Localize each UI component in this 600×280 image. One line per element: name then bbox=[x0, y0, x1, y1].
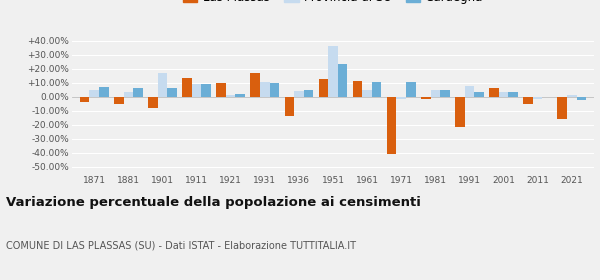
Bar bbox=[464, 86, 474, 97]
Bar bbox=[508, 92, 518, 97]
Bar bbox=[99, 87, 109, 97]
Bar bbox=[387, 97, 397, 154]
Bar bbox=[533, 97, 542, 99]
Bar bbox=[269, 83, 279, 97]
Bar bbox=[133, 88, 143, 97]
Text: Variazione percentuale della popolazione ai censimenti: Variazione percentuale della popolazione… bbox=[6, 196, 421, 209]
Bar bbox=[557, 97, 567, 119]
Bar bbox=[192, 84, 202, 97]
Bar bbox=[523, 97, 533, 104]
Bar bbox=[260, 82, 269, 97]
Bar bbox=[294, 91, 304, 97]
Bar bbox=[250, 73, 260, 97]
Bar bbox=[489, 88, 499, 97]
Bar bbox=[372, 82, 382, 97]
Bar bbox=[567, 95, 577, 97]
Bar bbox=[284, 97, 294, 115]
Bar bbox=[226, 95, 235, 97]
Bar bbox=[167, 88, 177, 97]
Bar bbox=[440, 90, 449, 97]
Bar bbox=[89, 90, 99, 97]
Bar bbox=[577, 97, 586, 100]
Bar bbox=[338, 64, 347, 97]
Text: COMUNE DI LAS PLASSAS (SU) - Dati ISTAT - Elaborazione TUTTITALIA.IT: COMUNE DI LAS PLASSAS (SU) - Dati ISTAT … bbox=[6, 241, 356, 251]
Bar bbox=[328, 46, 338, 97]
Bar bbox=[114, 97, 124, 104]
Bar bbox=[397, 97, 406, 99]
Bar bbox=[182, 78, 192, 97]
Bar bbox=[406, 82, 416, 97]
Bar bbox=[235, 94, 245, 97]
Bar bbox=[362, 90, 372, 97]
Bar bbox=[319, 79, 328, 97]
Bar bbox=[158, 73, 167, 97]
Bar bbox=[455, 97, 464, 127]
Bar bbox=[304, 90, 313, 97]
Bar bbox=[353, 81, 362, 97]
Bar bbox=[124, 92, 133, 97]
Bar bbox=[499, 92, 508, 97]
Bar bbox=[421, 97, 431, 99]
Legend: Las Plassas, Provincia di SU, Sardegna: Las Plassas, Provincia di SU, Sardegna bbox=[179, 0, 487, 9]
Bar bbox=[80, 97, 89, 102]
Bar bbox=[474, 92, 484, 97]
Bar bbox=[148, 97, 158, 108]
Bar bbox=[217, 83, 226, 97]
Bar bbox=[431, 90, 440, 97]
Bar bbox=[202, 84, 211, 97]
